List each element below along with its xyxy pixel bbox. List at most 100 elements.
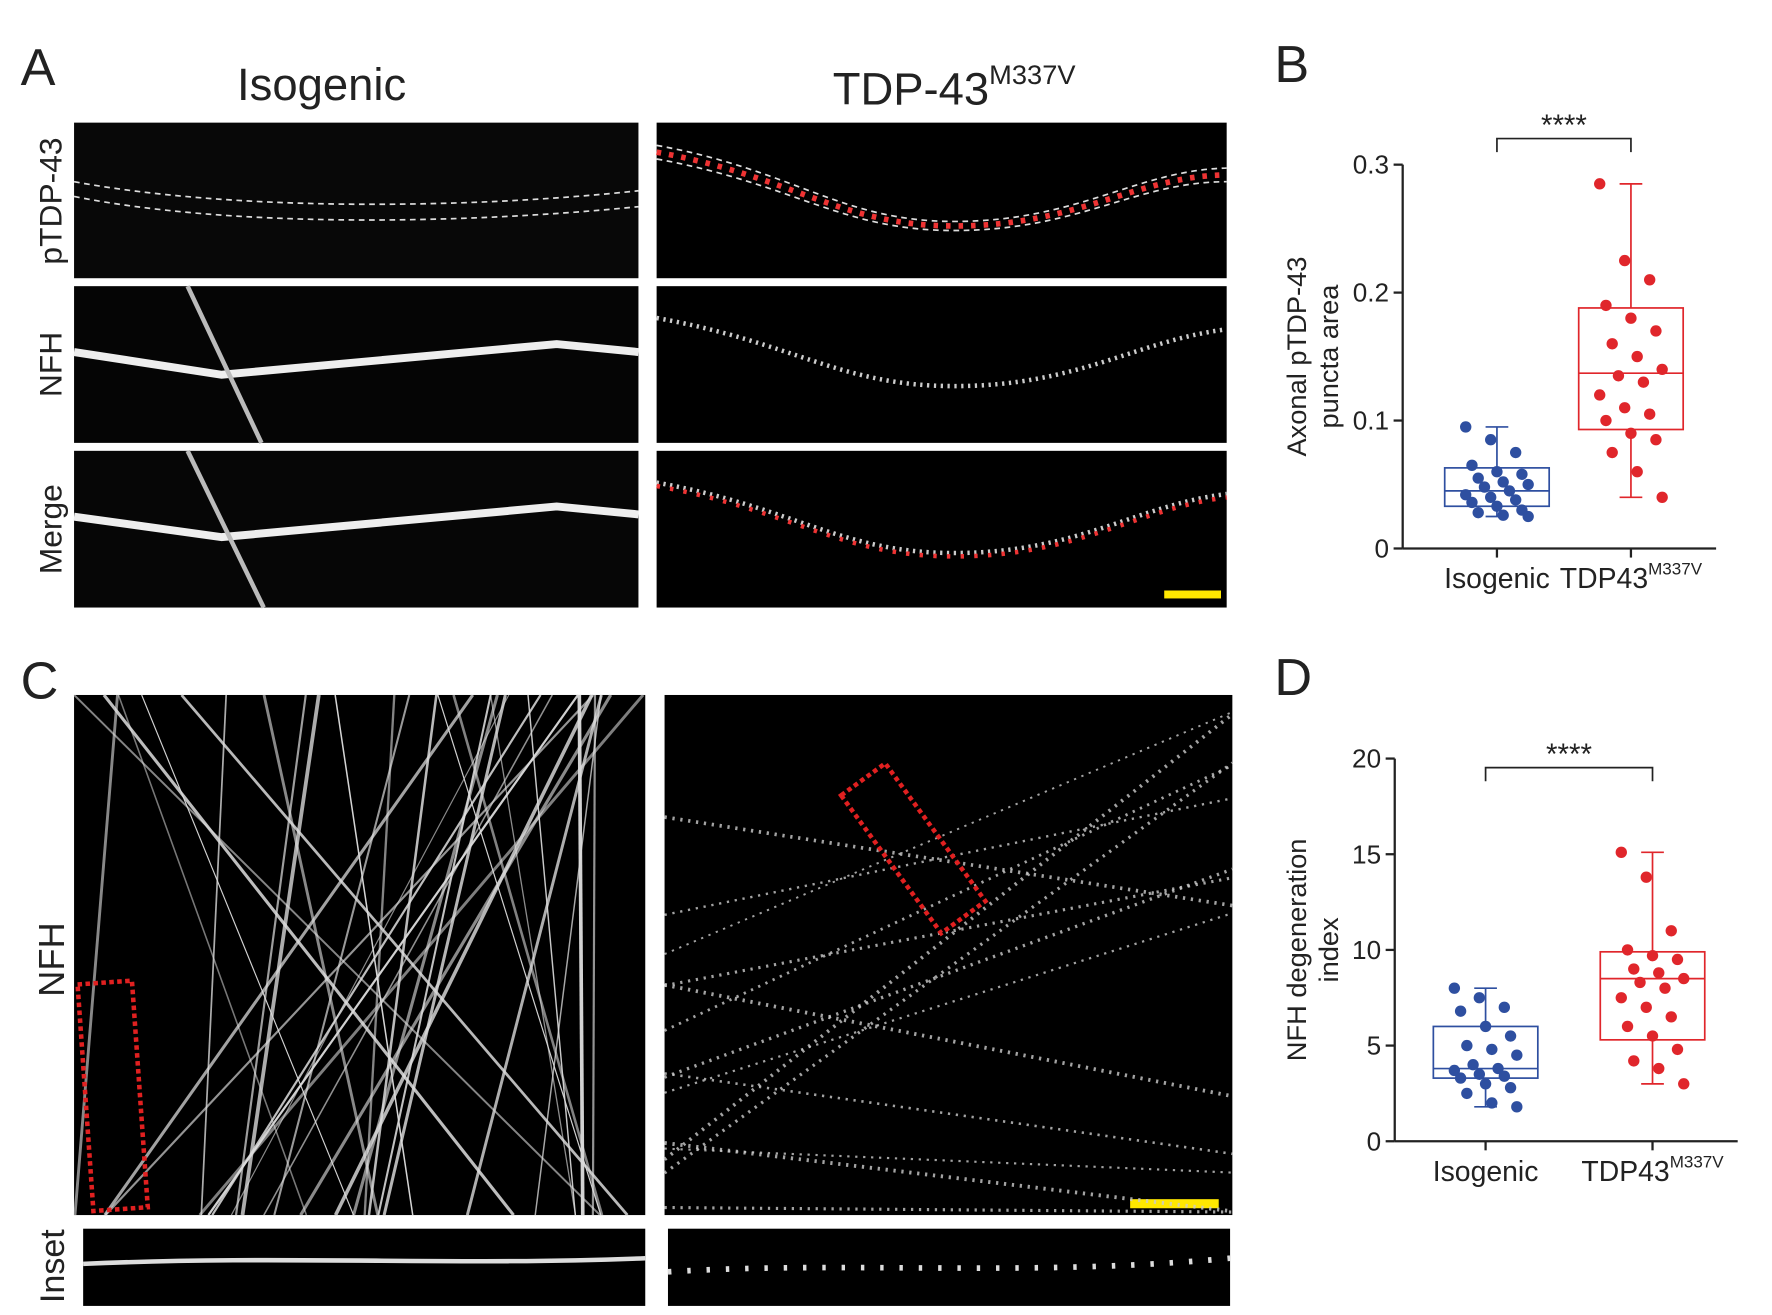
micrograph	[83, 1228, 646, 1306]
axon	[363, 694, 396, 1216]
significance-bracket	[1484, 766, 1654, 782]
y-axis-label-line: puncta area	[1313, 284, 1344, 429]
data-point	[1511, 1049, 1523, 1061]
row-label: NFH	[31, 922, 72, 997]
y-axis-label: NFH degenerationindex	[1281, 839, 1344, 1062]
data-point	[1516, 468, 1528, 480]
data-point	[1594, 178, 1606, 190]
row-label: pTDP-43	[33, 137, 69, 264]
data-point	[1478, 481, 1491, 493]
y-tick-label: 0.2	[1353, 278, 1389, 308]
data-point	[1643, 274, 1656, 286]
micrograph	[664, 694, 1233, 1216]
row-label: NFH	[33, 332, 69, 397]
data-point	[1625, 427, 1637, 440]
axon	[489, 694, 577, 1216]
axon	[663, 867, 1233, 1079]
axon	[656, 315, 1227, 389]
data-point	[1472, 506, 1484, 519]
axon	[591, 694, 597, 1216]
data-point	[1606, 446, 1618, 459]
data-point	[1656, 363, 1668, 376]
micrograph	[656, 450, 1227, 608]
axon	[663, 712, 1234, 1161]
axon-outline	[656, 158, 1227, 232]
data-point	[1656, 491, 1668, 503]
y-axis-label-line: NFH degeneration	[1281, 839, 1312, 1062]
axon	[299, 694, 613, 1216]
data-point	[1454, 1072, 1467, 1084]
axon	[73, 694, 601, 1216]
axon	[73, 694, 119, 1216]
data-point	[1671, 1043, 1684, 1056]
data-point	[1491, 500, 1503, 512]
axon	[664, 876, 1233, 988]
data-point	[1653, 967, 1665, 979]
data-point	[1650, 434, 1662, 446]
data-point	[1594, 389, 1606, 401]
x-tick-label: TDP43M337V	[1581, 1152, 1724, 1188]
data-point	[1497, 476, 1509, 488]
panel-label: A	[21, 39, 56, 97]
axon	[185, 449, 266, 609]
data-point	[1511, 1101, 1523, 1113]
category: TDP43	[1560, 563, 1648, 595]
data-point	[1665, 925, 1677, 937]
data-point	[1634, 976, 1646, 989]
data-point	[1621, 1020, 1634, 1033]
data-point	[1460, 489, 1472, 501]
data-point	[1637, 376, 1650, 388]
data-point	[1522, 478, 1534, 491]
micrograph	[667, 1228, 1231, 1306]
y-tick-label: 0	[1367, 1126, 1382, 1156]
data-point	[1498, 1070, 1511, 1082]
axon	[73, 340, 639, 379]
axon	[104, 694, 595, 1216]
category: TDP43	[1581, 1156, 1669, 1188]
data-point	[1600, 414, 1612, 427]
data-point	[1503, 485, 1516, 497]
panel-label: D	[1274, 649, 1312, 707]
data-point	[1485, 491, 1497, 503]
scale-bar	[1130, 1199, 1219, 1209]
axon	[102, 694, 515, 1217]
axon	[240, 694, 321, 1216]
y-tick-label: 10	[1352, 935, 1381, 965]
axon	[103, 694, 475, 1216]
panel-label: B	[1274, 36, 1309, 94]
category: Isogenic	[1444, 563, 1550, 595]
data-point	[1504, 1030, 1517, 1042]
data-point	[1619, 402, 1631, 414]
axon	[667, 1255, 1231, 1275]
axon	[664, 1072, 1233, 1156]
axon	[230, 694, 510, 1216]
axon	[141, 694, 355, 1216]
axon	[527, 694, 577, 1216]
axon	[663, 761, 1234, 1175]
data-point	[1461, 1039, 1473, 1052]
data-point	[1491, 466, 1503, 478]
data-point	[1522, 510, 1534, 523]
micrograph	[74, 122, 639, 279]
data-point	[1646, 949, 1659, 962]
data-point	[1646, 1030, 1659, 1042]
data-point	[1504, 1082, 1517, 1094]
data-point	[1653, 1062, 1665, 1075]
data-point	[1665, 1011, 1677, 1023]
scale-bar	[1164, 590, 1221, 599]
data-point	[1473, 1068, 1486, 1080]
y-axis-label-line: Axonal pTDP-43	[1281, 257, 1312, 457]
y-tick-label: 0	[1375, 534, 1390, 564]
data-point	[1485, 434, 1497, 446]
axon	[663, 764, 1233, 1032]
significance-bracket	[1496, 137, 1632, 153]
data-point	[1650, 325, 1662, 337]
data-point	[1486, 1043, 1498, 1056]
title-text: TDP-43	[833, 63, 989, 114]
column-title: TDP-43M337V	[833, 59, 1077, 114]
axon	[73, 502, 639, 542]
micrograph	[656, 286, 1227, 443]
data-point	[1619, 254, 1631, 267]
axon	[262, 694, 380, 1216]
data-point	[1497, 509, 1509, 521]
